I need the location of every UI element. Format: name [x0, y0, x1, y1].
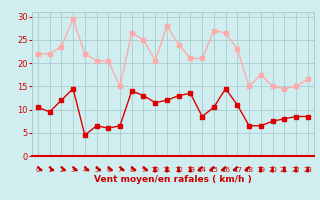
X-axis label: Vent moyen/en rafales ( km/h ): Vent moyen/en rafales ( km/h ): [94, 174, 252, 184]
